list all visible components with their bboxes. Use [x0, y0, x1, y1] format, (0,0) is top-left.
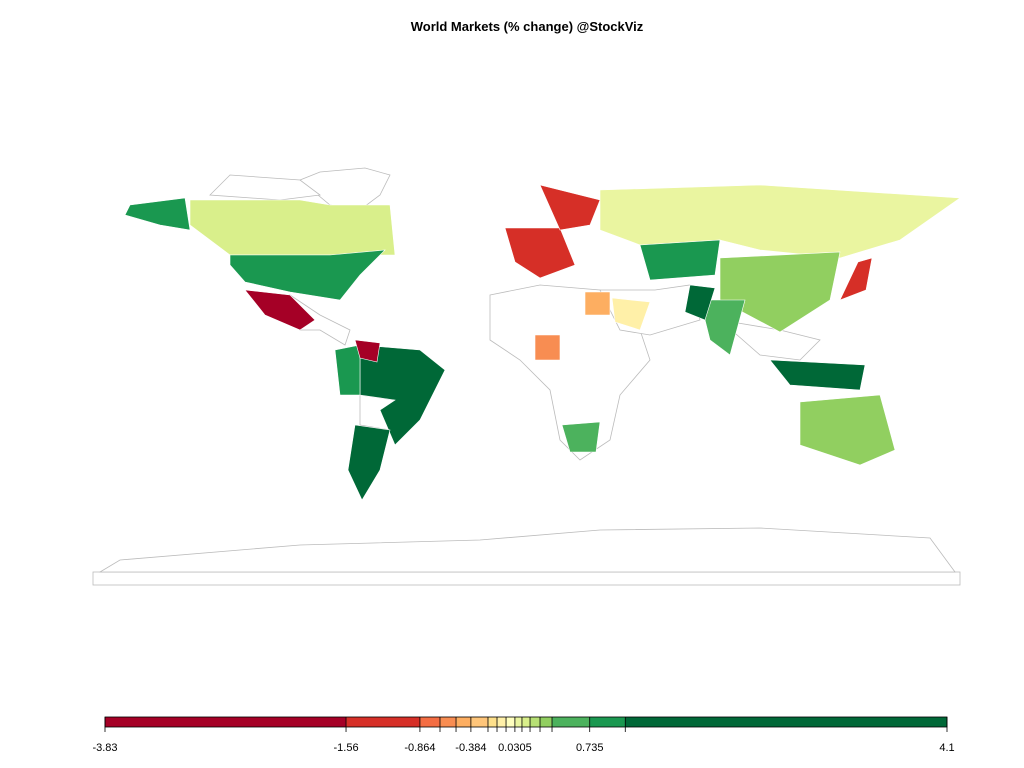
legend-tick-label: 0.0305 — [498, 742, 532, 754]
legend-bin — [456, 717, 471, 727]
country — [124, 197, 191, 231]
country — [769, 359, 866, 391]
country — [799, 394, 896, 466]
southeast-asia — [718, 319, 821, 361]
legend-bin — [589, 717, 626, 727]
chart-title: World Markets (% change) @StockViz — [411, 19, 644, 34]
legend-tick-label: -3.83 — [92, 742, 117, 754]
legend-tick-label: -1.56 — [333, 742, 358, 754]
country — [534, 334, 561, 361]
map-border — [92, 571, 961, 586]
country — [719, 251, 841, 333]
legend-bin — [439, 717, 457, 727]
country — [584, 291, 611, 316]
legend-tick-label: 4.1 — [939, 742, 954, 754]
legend-tick-label: 0.735 — [576, 742, 604, 754]
legend-bin — [514, 717, 522, 727]
legend-bin — [540, 717, 553, 727]
country — [229, 249, 386, 301]
legend-bin — [105, 717, 347, 727]
country — [354, 339, 381, 363]
legend-bin — [625, 717, 947, 727]
country — [347, 424, 391, 501]
country — [611, 297, 651, 331]
country — [244, 289, 316, 331]
legend-bin — [497, 717, 507, 727]
legend-bin — [521, 717, 531, 727]
arctic-islands — [209, 174, 322, 201]
country — [684, 284, 716, 321]
country — [561, 421, 601, 453]
legend-tick-label: -0.384 — [455, 742, 486, 754]
legend-bin — [346, 717, 420, 727]
legend-tick-label: -0.864 — [404, 742, 435, 754]
countries — [124, 184, 961, 501]
country — [189, 199, 396, 256]
country — [839, 257, 873, 301]
country — [699, 299, 746, 356]
legend-bin — [419, 717, 440, 727]
base-map — [92, 167, 961, 586]
country — [639, 239, 721, 281]
country — [334, 344, 361, 396]
legend-bin — [487, 717, 498, 727]
country — [359, 344, 446, 446]
antarctica — [98, 527, 956, 573]
country — [539, 184, 601, 231]
country — [504, 227, 576, 279]
legend-bin — [506, 717, 515, 727]
legend-bin — [552, 717, 590, 727]
legend-bin — [470, 717, 488, 727]
legend-bin — [530, 717, 541, 727]
